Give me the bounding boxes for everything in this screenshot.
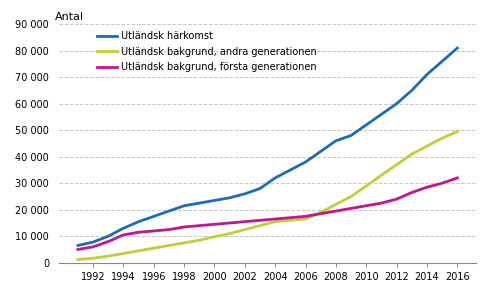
Utländsk härkomst — [242, 192, 248, 196]
Utländsk bakgrund, andra generationen — [379, 173, 384, 177]
Utländsk bakgrund, första generationen — [242, 220, 248, 223]
Utländsk bakgrund, första generationen — [363, 204, 369, 207]
Utländsk bakgrund, andra generationen — [439, 136, 445, 140]
Utländsk bakgrund, andra generationen — [318, 210, 324, 214]
Utländsk härkomst — [212, 199, 218, 202]
Utländsk härkomst — [318, 149, 324, 153]
Utländsk härkomst — [409, 88, 415, 92]
Utländsk bakgrund, första generationen — [212, 223, 218, 226]
Utländsk bakgrund, andra generationen — [242, 228, 248, 231]
Utländsk bakgrund, andra generationen — [136, 249, 141, 252]
Utländsk härkomst — [333, 139, 339, 143]
Utländsk bakgrund, första generationen — [348, 207, 354, 210]
Utländsk härkomst — [105, 234, 111, 238]
Utländsk bakgrund, första generationen — [90, 245, 96, 249]
Utländsk härkomst — [379, 112, 384, 116]
Utländsk bakgrund, andra generationen — [424, 144, 430, 148]
Utländsk bakgrund, andra generationen — [75, 258, 81, 261]
Utländsk härkomst — [136, 220, 141, 223]
Utländsk härkomst — [120, 226, 126, 230]
Utländsk bakgrund, första generationen — [302, 214, 308, 218]
Utländsk bakgrund, andra generationen — [454, 130, 460, 133]
Utländsk härkomst — [424, 73, 430, 76]
Utländsk härkomst — [181, 204, 187, 207]
Utländsk bakgrund, andra generationen — [302, 217, 308, 221]
Utländsk bakgrund, andra generationen — [105, 254, 111, 258]
Utländsk bakgrund, andra generationen — [181, 241, 187, 245]
Utländsk härkomst — [227, 196, 233, 200]
Utländsk bakgrund, andra generationen — [212, 235, 218, 239]
Utländsk bakgrund, första generationen — [454, 176, 460, 180]
Utländsk bakgrund, andra generationen — [409, 152, 415, 156]
Utländsk bakgrund, första generationen — [105, 240, 111, 243]
Utländsk bakgrund, andra generationen — [394, 163, 400, 166]
Utländsk härkomst — [302, 160, 308, 164]
Utländsk bakgrund, andra generationen — [348, 195, 354, 198]
Utländsk bakgrund, andra generationen — [120, 252, 126, 255]
Utländsk härkomst — [272, 176, 278, 180]
Utländsk bakgrund, första generationen — [151, 229, 157, 233]
Utländsk bakgrund, andra generationen — [227, 232, 233, 235]
Utländsk härkomst — [90, 240, 96, 244]
Utländsk bakgrund, andra generationen — [90, 256, 96, 260]
Utländsk bakgrund, andra generationen — [196, 238, 202, 242]
Utländsk bakgrund, första generationen — [272, 217, 278, 221]
Utländsk härkomst — [196, 201, 202, 205]
Utländsk härkomst — [394, 102, 400, 105]
Utländsk härkomst — [439, 59, 445, 63]
Utländsk härkomst — [75, 244, 81, 247]
Line: Utländsk bakgrund, första generationen: Utländsk bakgrund, första generationen — [78, 178, 457, 249]
Utländsk bakgrund, första generationen — [333, 209, 339, 213]
Utländsk bakgrund, andra generationen — [257, 224, 263, 227]
Line: Utländsk bakgrund, andra generationen: Utländsk bakgrund, andra generationen — [78, 132, 457, 259]
Utländsk bakgrund, första generationen — [181, 225, 187, 229]
Utländsk bakgrund, första generationen — [166, 228, 172, 231]
Text: Antal: Antal — [55, 12, 84, 22]
Utländsk härkomst — [363, 123, 369, 127]
Line: Utländsk härkomst: Utländsk härkomst — [78, 48, 457, 246]
Utländsk bakgrund, första generationen — [409, 191, 415, 194]
Utländsk bakgrund, första generationen — [439, 182, 445, 185]
Utländsk bakgrund, andra generationen — [272, 220, 278, 223]
Utländsk härkomst — [166, 209, 172, 213]
Utländsk bakgrund, andra generationen — [363, 184, 369, 188]
Utländsk bakgrund, första generationen — [257, 219, 263, 222]
Utländsk bakgrund, andra generationen — [287, 219, 293, 222]
Utländsk härkomst — [348, 134, 354, 137]
Utländsk bakgrund, första generationen — [227, 221, 233, 225]
Utländsk bakgrund, andra generationen — [333, 203, 339, 206]
Utländsk bakgrund, första generationen — [75, 248, 81, 251]
Utländsk härkomst — [257, 187, 263, 190]
Utländsk bakgrund, första generationen — [424, 185, 430, 189]
Utländsk bakgrund, första generationen — [394, 197, 400, 201]
Utländsk bakgrund, första generationen — [196, 224, 202, 227]
Utländsk bakgrund, första generationen — [379, 201, 384, 205]
Utländsk bakgrund, första generationen — [120, 233, 126, 237]
Utländsk bakgrund, första generationen — [136, 230, 141, 234]
Utländsk härkomst — [151, 214, 157, 218]
Utländsk bakgrund, första generationen — [318, 212, 324, 216]
Utländsk bakgrund, andra generationen — [151, 246, 157, 250]
Utländsk bakgrund, första generationen — [287, 216, 293, 220]
Legend: Utländsk härkomst, Utländsk bakgrund, andra generationen, Utländsk bakgrund, för: Utländsk härkomst, Utländsk bakgrund, an… — [97, 31, 317, 72]
Utländsk härkomst — [454, 46, 460, 50]
Utländsk härkomst — [287, 168, 293, 172]
Utländsk bakgrund, andra generationen — [166, 244, 172, 247]
